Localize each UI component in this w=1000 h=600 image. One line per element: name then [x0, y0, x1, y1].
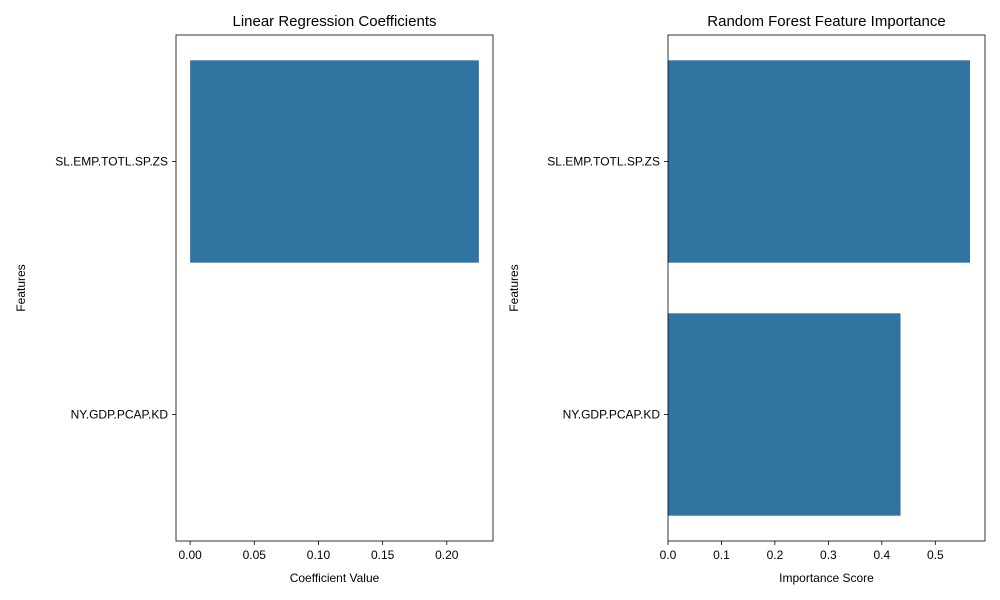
bar-2: [668, 313, 901, 516]
x-tick-label: 0.20: [435, 548, 459, 562]
x-tick-label: 0.2: [767, 548, 784, 562]
chart-title: Linear Regression Coefficients: [232, 13, 436, 30]
axes-frame: [667, 34, 986, 542]
x-tick-label: 0.4: [873, 548, 890, 562]
bar-1: [668, 60, 971, 263]
x-axis-label: Coefficient Value: [290, 571, 380, 585]
y-axis-label: Features: [507, 264, 521, 311]
x-tick-label: 0.00: [178, 548, 202, 562]
x-tick-label: 0.15: [371, 548, 395, 562]
x-tick-label: 0.10: [307, 548, 331, 562]
y-tick-label: NY.GDP.PCAP.KD: [71, 408, 169, 422]
linear-regression-panel: SL.EMP.TOTL.SP.ZS NY.GDP.PCAP.KD 0.00 0.05 0…: [14, 13, 494, 585]
random-forest-panel: SL.EMP.TOTL.SP.ZS NY.GDP.PCAP.KD 0.0 0.1 0.2…: [507, 13, 986, 585]
x-tick-label: 0.5: [927, 548, 944, 562]
y-axis-label: Features: [14, 264, 28, 311]
axes-frame: [175, 34, 494, 542]
chart-title: Random Forest Feature Importance: [707, 13, 945, 30]
bar-1: [190, 60, 479, 263]
y-tick-label: NY.GDP.PCAP.KD: [563, 408, 661, 422]
y-tick-label: SL.EMP.TOTL.SP.ZS: [547, 155, 660, 169]
y-tick-label: SL.EMP.TOTL.SP.ZS: [55, 155, 168, 169]
x-tick-label: 0.0: [660, 548, 677, 562]
x-tick-label: 0.3: [820, 548, 837, 562]
x-tick-label: 0.05: [243, 548, 267, 562]
x-axis-label: Importance Score: [779, 571, 874, 585]
x-tick-label: 0.1: [713, 548, 730, 562]
